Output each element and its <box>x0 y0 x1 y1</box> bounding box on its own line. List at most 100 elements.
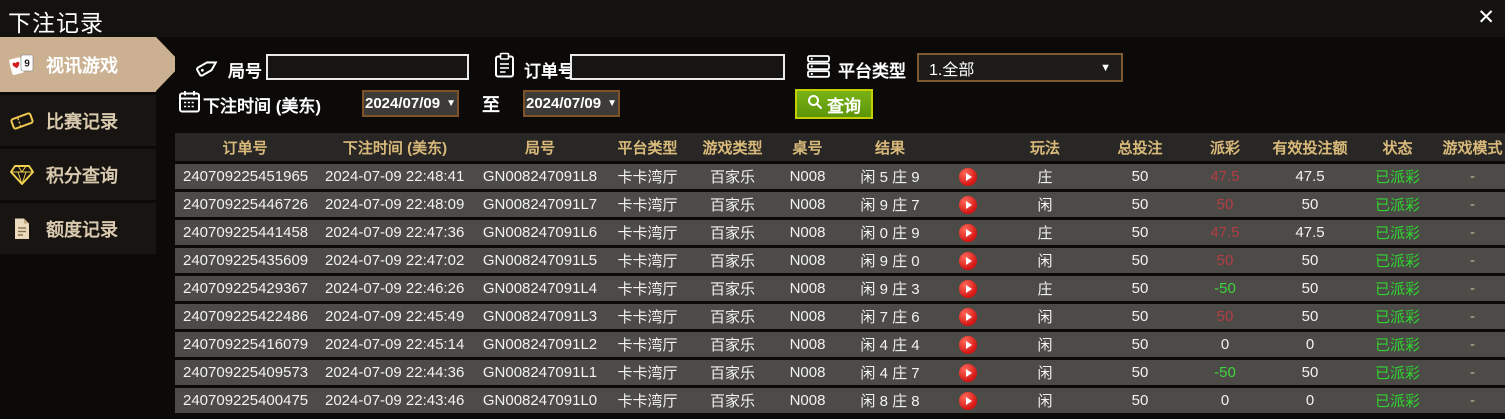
cell-status: 已派彩 <box>1374 253 1420 270</box>
play-video-button[interactable] <box>958 223 977 242</box>
cell-game-mode: - <box>1470 336 1475 353</box>
cell-game-type: 百家乐 <box>709 393 755 410</box>
cell-order-no: 240709225400475 <box>183 392 309 409</box>
column-header: 游戏类型 <box>702 139 763 157</box>
platform-type-select[interactable]: 1.全部 ▼ <box>917 53 1123 82</box>
play-icon <box>965 200 972 209</box>
chevron-down-icon: ▼ <box>1100 61 1111 74</box>
sidebar-item-quota-records[interactable]: 额度记录 <box>0 203 156 254</box>
play-video-button[interactable] <box>958 335 977 354</box>
play-icon <box>965 340 972 349</box>
close-icon[interactable]: ✕ <box>1477 6 1495 29</box>
chevron-down-icon: ▼ <box>607 98 617 109</box>
titlebar: 下注记录 ✕ <box>0 0 1505 37</box>
cell-game-type: 百家乐 <box>709 169 755 186</box>
cell-platform-type: 卡卡湾厅 <box>617 393 678 410</box>
diamond-icon <box>9 162 35 188</box>
cell-game-mode: - <box>1470 364 1475 381</box>
table-row: 240709225441458 2024-07-09 22:47:36 GN00… <box>175 220 1505 245</box>
cell-play-type: 庄 <box>1037 281 1053 298</box>
column-header: 状态 <box>1382 139 1413 157</box>
cell-status: 已派彩 <box>1374 393 1420 410</box>
play-video-button[interactable] <box>958 391 977 410</box>
table-row: 240709225422486 2024-07-09 22:45:49 GN00… <box>175 304 1505 329</box>
cell-game-mode: - <box>1470 280 1475 297</box>
cell-play-type: 闲 <box>1037 393 1053 410</box>
cell-valid-bet: 50 <box>1301 252 1319 269</box>
cell-round-no: GN008247091L1 <box>482 364 598 381</box>
date-to-value: 2024/07/09 <box>526 95 602 112</box>
play-video-button[interactable] <box>958 279 977 298</box>
sidebar-item-match-records[interactable]: 比赛记录 <box>0 95 156 146</box>
cell-game-mode: - <box>1470 224 1475 241</box>
cell-replay <box>940 195 995 214</box>
cell-round-no: GN008247091L5 <box>482 252 598 269</box>
cell-valid-bet: 0 <box>1305 336 1315 353</box>
sidebar-item-label: 比赛记录 <box>46 111 118 132</box>
cell-game-type: 百家乐 <box>709 337 755 354</box>
cell-payout: -50 <box>1214 364 1236 381</box>
cell-result: 闲 9 庄 3 <box>860 281 920 298</box>
play-video-button[interactable] <box>958 307 977 326</box>
date-from-picker[interactable]: 2024/07/09 ▼ <box>362 90 459 117</box>
cell-status: 已派彩 <box>1374 337 1420 354</box>
platform-type-label: 平台类型 <box>838 62 906 81</box>
cell-order-no: 240709225441458 <box>183 224 309 241</box>
cell-result: 闲 0 庄 9 <box>860 225 920 242</box>
cell-round-no: GN008247091L6 <box>482 224 598 241</box>
round-no-input[interactable] <box>266 54 469 80</box>
cell-status: 已派彩 <box>1374 225 1420 242</box>
play-icon <box>965 368 972 377</box>
cell-valid-bet: 0 <box>1305 392 1315 409</box>
cell-game-type: 百家乐 <box>709 309 755 326</box>
svg-text:9: 9 <box>24 58 30 69</box>
table-body: 240709225451965 2024-07-09 22:48:41 GN00… <box>175 164 1505 413</box>
cell-valid-bet: 47.5 <box>1295 224 1325 241</box>
cell-order-no: 240709225451965 <box>183 168 309 185</box>
cell-table-no: N008 <box>789 224 826 241</box>
cell-bet-time: 2024-07-09 22:43:46 <box>325 392 465 409</box>
cell-status: 已派彩 <box>1374 365 1420 382</box>
cell-order-no: 240709225429367 <box>183 280 309 297</box>
tag-icon <box>195 53 222 80</box>
play-video-button[interactable] <box>958 167 977 186</box>
table-header-row: 订单号 下注时间 (美东) 局号 平台类型 游戏类型 桌号 结果 玩法 总投注 派彩 有效投注额 状态… <box>175 133 1505 161</box>
cell-table-no: N008 <box>789 280 826 297</box>
sidebar-item-label: 积分查询 <box>46 165 118 186</box>
sidebar-item-video-games[interactable]: 9 视讯游戏 <box>0 37 182 92</box>
sidebar-item-points-query[interactable]: 积分查询 <box>0 149 156 200</box>
cell-replay <box>940 251 995 270</box>
cell-replay <box>940 363 995 382</box>
cell-status: 已派彩 <box>1374 281 1420 298</box>
play-video-button[interactable] <box>958 251 977 270</box>
play-video-button[interactable] <box>958 363 977 382</box>
cell-payout: 0 <box>1220 336 1230 353</box>
cell-replay <box>940 335 995 354</box>
cell-total-bet: 50 <box>1131 252 1149 269</box>
order-no-input[interactable] <box>570 54 785 80</box>
table-row: 240709225409573 2024-07-09 22:44:36 GN00… <box>175 360 1505 385</box>
cell-valid-bet: 50 <box>1301 308 1319 325</box>
cell-round-no: GN008247091L2 <box>482 336 598 353</box>
cell-bet-time: 2024-07-09 22:47:36 <box>325 224 465 241</box>
cell-result: 闲 7 庄 6 <box>860 309 920 326</box>
cell-bet-time: 2024-07-09 22:45:14 <box>325 336 465 353</box>
sidebar-item-label: 视讯游戏 <box>46 55 118 76</box>
cell-total-bet: 50 <box>1131 364 1149 381</box>
cell-payout: 50 <box>1216 252 1234 269</box>
cell-bet-time: 2024-07-09 22:44:36 <box>325 364 465 381</box>
content-panel: 局号 订单号 平台类型 1.全部 <box>175 37 1505 419</box>
cell-payout: 0 <box>1220 392 1230 409</box>
date-range-to-label: 至 <box>482 95 500 115</box>
query-button[interactable]: 查询 <box>795 89 873 119</box>
cell-play-type: 闲 <box>1037 253 1053 270</box>
play-icon <box>965 312 972 321</box>
cell-platform-type: 卡卡湾厅 <box>617 225 678 242</box>
cell-order-no: 240709225416079 <box>183 336 309 353</box>
column-header: 总投注 <box>1117 139 1163 157</box>
play-video-button[interactable] <box>958 195 977 214</box>
cell-game-mode: - <box>1470 252 1475 269</box>
date-to-picker[interactable]: 2024/07/09 ▼ <box>523 90 620 117</box>
cell-result: 闲 9 庄 7 <box>860 197 920 214</box>
cell-bet-time: 2024-07-09 22:48:09 <box>325 196 465 213</box>
